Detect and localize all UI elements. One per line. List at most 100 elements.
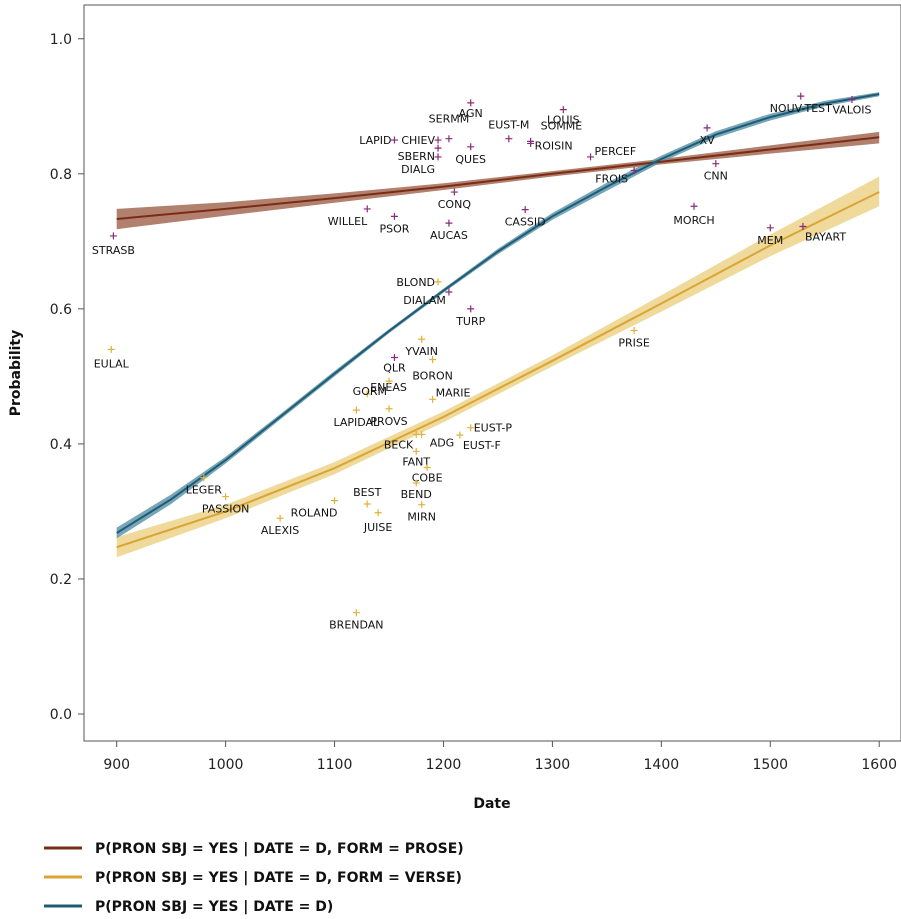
point-marker bbox=[418, 430, 426, 438]
x-axis-title: Date bbox=[473, 796, 510, 812]
point-label: DIALG bbox=[401, 163, 435, 176]
point-label: CHIEV bbox=[401, 134, 435, 147]
legend-label: P(PRON SBJ = YES | DATE = D) bbox=[95, 899, 333, 915]
y-tick-label: 0.2 bbox=[50, 572, 72, 588]
point-marker bbox=[109, 232, 117, 240]
point-label: EUST-P bbox=[474, 422, 513, 435]
point-label: PRISE bbox=[618, 336, 650, 349]
point-marker bbox=[418, 335, 426, 343]
point-marker bbox=[467, 424, 475, 432]
point-label: LAPID bbox=[359, 134, 391, 147]
point-label: ENEAS bbox=[370, 381, 407, 394]
point-label: SERMM bbox=[429, 113, 470, 126]
point-label: STRASB bbox=[92, 244, 135, 257]
point-marker bbox=[630, 326, 638, 334]
point-marker bbox=[797, 92, 805, 100]
x-tick-label: 1500 bbox=[752, 757, 788, 773]
point-marker bbox=[390, 136, 398, 144]
point-marker bbox=[799, 222, 807, 230]
point-marker bbox=[848, 96, 856, 104]
point-label: JUISE bbox=[363, 521, 393, 534]
series-line bbox=[116, 136, 880, 220]
point-label: EULAL bbox=[94, 357, 130, 370]
y-tick-label: 0.0 bbox=[50, 707, 72, 723]
point-label: COBE bbox=[412, 472, 443, 485]
point-label: NOUV-TEST bbox=[770, 102, 832, 115]
point-label: VALOIS bbox=[832, 104, 871, 117]
legend-label: P(PRON SBJ = YES | DATE = D, FORM = VERS… bbox=[95, 870, 462, 886]
point-label: BORON bbox=[412, 369, 453, 382]
point-label: BEND bbox=[401, 488, 432, 501]
series-lines bbox=[116, 93, 880, 549]
point-label: LEGER bbox=[186, 484, 223, 497]
point-label: PASSION bbox=[202, 503, 250, 516]
point-marker bbox=[703, 124, 711, 132]
point-marker bbox=[107, 345, 115, 353]
point-label: ALEXIS bbox=[261, 524, 299, 537]
y-tick-label: 0.6 bbox=[50, 302, 72, 318]
y-tick-label: 0.4 bbox=[50, 437, 72, 453]
point-label: MORCH bbox=[673, 214, 714, 227]
x-tick-label: 1600 bbox=[861, 757, 897, 773]
confidence-band bbox=[116, 176, 880, 558]
point-label: ADG bbox=[430, 436, 455, 449]
point-marker bbox=[276, 514, 284, 522]
point-label: BECK bbox=[384, 438, 414, 451]
point-marker bbox=[200, 474, 208, 482]
point-marker bbox=[712, 160, 720, 168]
point-label: FROIS bbox=[595, 172, 628, 185]
point-marker bbox=[527, 139, 535, 147]
point-marker bbox=[352, 406, 360, 414]
point-label: EUST-F bbox=[463, 439, 501, 452]
point-label: DIALAM bbox=[403, 294, 446, 307]
point-marker bbox=[521, 206, 529, 214]
point-label: SOMME bbox=[541, 119, 583, 132]
point-label: CNN bbox=[704, 170, 728, 183]
point-marker bbox=[456, 431, 464, 439]
series-line bbox=[116, 191, 880, 549]
x-tick-label: 1100 bbox=[317, 757, 353, 773]
point-label: LAPIDAL bbox=[333, 416, 380, 429]
point-marker bbox=[467, 99, 475, 107]
point-marker bbox=[445, 219, 453, 227]
point-label: CONQ bbox=[438, 198, 472, 211]
point-marker bbox=[418, 501, 426, 509]
point-marker bbox=[434, 153, 442, 161]
point-label: GORM bbox=[353, 385, 387, 398]
point-marker bbox=[331, 497, 339, 505]
point-label: QLR bbox=[383, 361, 406, 374]
point-marker bbox=[450, 188, 458, 196]
point-label: PSOR bbox=[379, 222, 409, 235]
point-marker bbox=[363, 500, 371, 508]
point-label: QUES bbox=[455, 153, 486, 166]
point-marker bbox=[429, 395, 437, 403]
point-marker bbox=[374, 509, 382, 517]
x-tick-label: 1000 bbox=[208, 757, 244, 773]
confidence-bands bbox=[116, 92, 880, 558]
point-marker bbox=[434, 144, 442, 152]
y-tick-label: 0.8 bbox=[50, 167, 72, 183]
confidence-band bbox=[116, 92, 880, 539]
point-marker bbox=[766, 224, 774, 232]
point-marker bbox=[385, 405, 393, 413]
point-marker bbox=[559, 106, 567, 114]
point-label: AUCAS bbox=[430, 229, 468, 242]
point-marker bbox=[467, 305, 475, 313]
point-label: PROVS bbox=[370, 415, 407, 428]
point-label: LOUIS bbox=[547, 114, 580, 127]
point-label: CASSID bbox=[505, 216, 546, 229]
point-label: BEST bbox=[353, 486, 381, 499]
x-tick-label: 1300 bbox=[535, 757, 571, 773]
point-marker bbox=[587, 153, 595, 161]
point-marker bbox=[385, 377, 393, 385]
point-label: BAYART bbox=[805, 230, 846, 243]
series-line bbox=[116, 93, 880, 534]
point-marker bbox=[390, 212, 398, 220]
point-label: ROISIN bbox=[535, 139, 573, 152]
point-label: PERCEF bbox=[595, 145, 637, 158]
point-marker bbox=[222, 493, 230, 501]
point-marker bbox=[467, 143, 475, 151]
point-label: XV bbox=[700, 134, 716, 147]
point-marker bbox=[445, 288, 453, 296]
